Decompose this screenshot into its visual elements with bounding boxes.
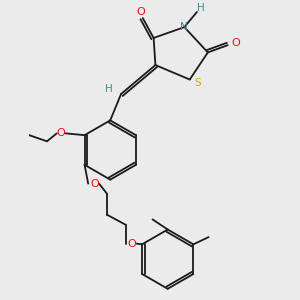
Text: O: O	[231, 38, 240, 48]
Text: O: O	[136, 7, 145, 16]
Text: O: O	[128, 238, 136, 249]
Text: S: S	[194, 78, 201, 88]
Text: O: O	[90, 178, 99, 189]
Text: H: H	[197, 3, 205, 13]
Text: O: O	[56, 128, 65, 138]
Text: H: H	[105, 84, 112, 94]
Text: N: N	[181, 22, 188, 32]
